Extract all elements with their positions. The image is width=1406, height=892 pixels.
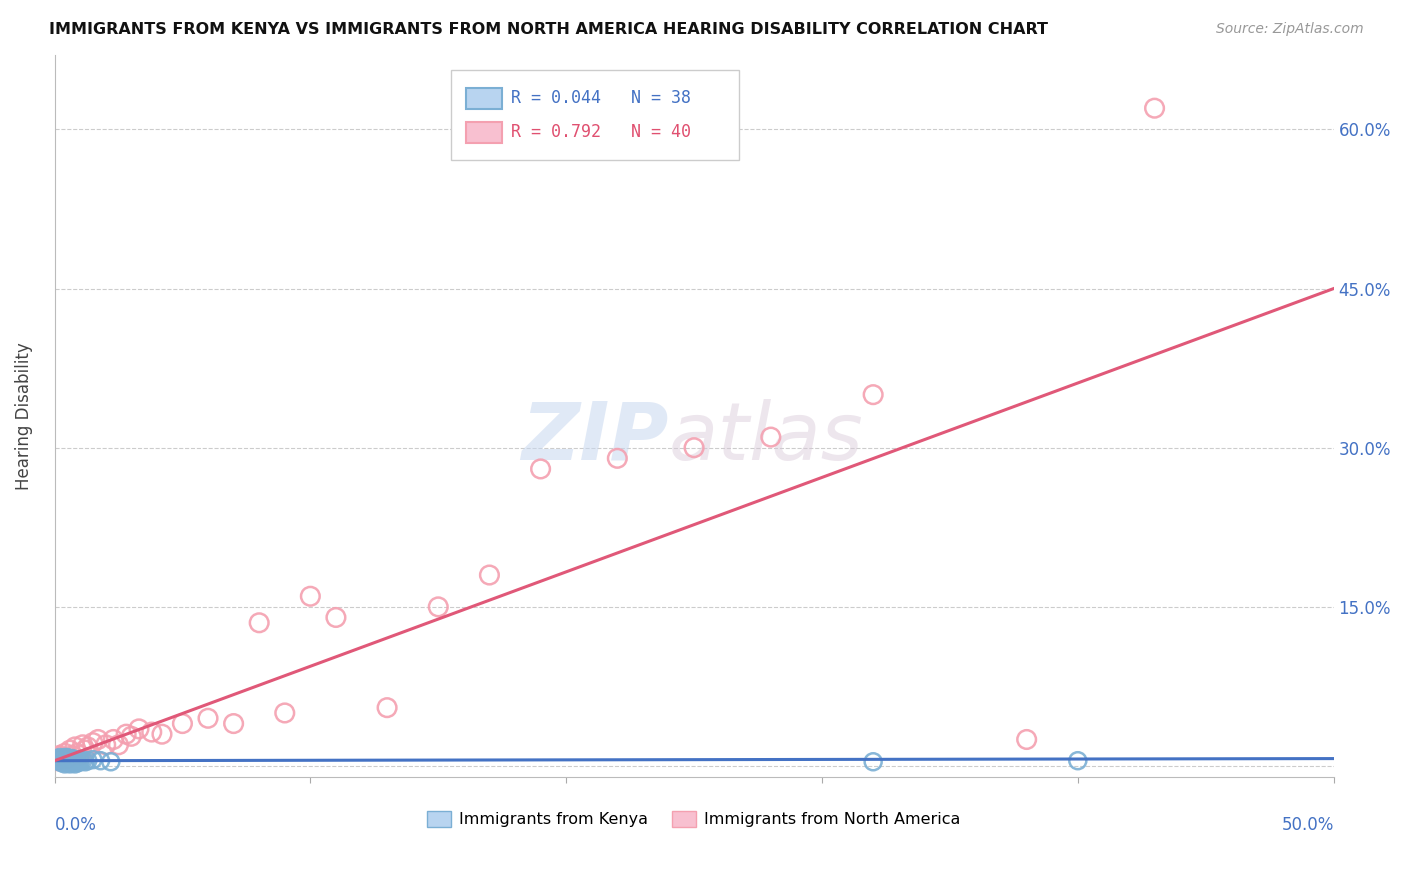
Point bbox=[197, 711, 219, 725]
Point bbox=[46, 754, 69, 768]
Point bbox=[53, 753, 76, 767]
Text: 0.0%: 0.0% bbox=[55, 816, 97, 834]
Point bbox=[1015, 732, 1038, 747]
Point bbox=[66, 754, 89, 768]
Point bbox=[63, 739, 86, 754]
Point bbox=[48, 755, 70, 769]
Text: ZIP: ZIP bbox=[522, 399, 668, 476]
Point bbox=[172, 716, 194, 731]
Point bbox=[59, 756, 82, 771]
Point bbox=[59, 755, 82, 769]
Point bbox=[53, 756, 76, 771]
Point bbox=[100, 755, 122, 769]
Point bbox=[66, 756, 89, 770]
Point bbox=[862, 387, 884, 401]
Point bbox=[103, 732, 125, 747]
Text: 50.0%: 50.0% bbox=[1281, 816, 1334, 834]
FancyBboxPatch shape bbox=[451, 70, 738, 160]
Point bbox=[299, 589, 322, 603]
Point bbox=[56, 751, 79, 765]
Point bbox=[75, 743, 97, 757]
Point bbox=[63, 756, 86, 771]
Point bbox=[62, 748, 84, 763]
Point bbox=[375, 700, 398, 714]
Point bbox=[222, 716, 245, 731]
Point bbox=[128, 722, 150, 736]
Point bbox=[63, 755, 86, 769]
Point bbox=[69, 755, 91, 769]
Point bbox=[72, 754, 94, 768]
Legend: Immigrants from Kenya, Immigrants from North America: Immigrants from Kenya, Immigrants from N… bbox=[420, 805, 967, 833]
Point bbox=[247, 615, 270, 630]
Point bbox=[76, 739, 98, 754]
Point bbox=[759, 430, 782, 444]
Point bbox=[53, 750, 76, 764]
Point bbox=[478, 568, 501, 582]
Point bbox=[46, 754, 69, 768]
Point bbox=[141, 725, 163, 739]
Text: R = 0.792   N = 40: R = 0.792 N = 40 bbox=[512, 123, 692, 141]
Point bbox=[325, 610, 347, 624]
Text: R = 0.044   N = 38: R = 0.044 N = 38 bbox=[512, 89, 692, 107]
FancyBboxPatch shape bbox=[467, 121, 502, 143]
Point bbox=[66, 746, 89, 760]
Point bbox=[59, 751, 82, 765]
Point bbox=[82, 736, 104, 750]
Point bbox=[76, 754, 98, 768]
Point bbox=[94, 738, 117, 752]
Point bbox=[53, 755, 76, 769]
Point bbox=[1067, 754, 1090, 768]
Point bbox=[120, 729, 142, 743]
Point bbox=[72, 738, 94, 752]
Point bbox=[59, 753, 82, 767]
Point bbox=[53, 746, 76, 760]
Point bbox=[107, 738, 129, 752]
Point bbox=[87, 732, 110, 747]
Point bbox=[59, 743, 82, 757]
Text: Source: ZipAtlas.com: Source: ZipAtlas.com bbox=[1216, 22, 1364, 37]
Text: atlas: atlas bbox=[668, 399, 863, 476]
Point bbox=[69, 753, 91, 767]
Point bbox=[48, 750, 70, 764]
Point bbox=[56, 754, 79, 768]
Point bbox=[51, 751, 73, 765]
Point bbox=[62, 754, 84, 768]
Point bbox=[51, 756, 73, 770]
Point bbox=[62, 751, 84, 765]
Point bbox=[606, 451, 628, 466]
Y-axis label: Hearing Disability: Hearing Disability bbox=[15, 342, 32, 490]
Point bbox=[427, 599, 450, 614]
Point bbox=[48, 753, 70, 767]
Point bbox=[82, 753, 104, 767]
Point bbox=[90, 754, 112, 768]
Point bbox=[75, 755, 97, 769]
Point bbox=[1143, 101, 1166, 115]
Point bbox=[529, 462, 551, 476]
FancyBboxPatch shape bbox=[467, 87, 502, 109]
Point bbox=[56, 753, 79, 767]
Point bbox=[62, 756, 84, 770]
Text: IMMIGRANTS FROM KENYA VS IMMIGRANTS FROM NORTH AMERICA HEARING DISABILITY CORREL: IMMIGRANTS FROM KENYA VS IMMIGRANTS FROM… bbox=[49, 22, 1049, 37]
Point bbox=[274, 706, 297, 720]
Point bbox=[683, 441, 706, 455]
Point bbox=[150, 727, 173, 741]
Point bbox=[46, 751, 69, 765]
Point bbox=[862, 755, 884, 769]
Point bbox=[56, 756, 79, 770]
Point bbox=[51, 754, 73, 768]
Point bbox=[56, 750, 79, 764]
Point bbox=[63, 753, 86, 767]
Point bbox=[51, 750, 73, 764]
Point bbox=[115, 727, 138, 741]
Point bbox=[48, 748, 70, 763]
Point bbox=[69, 748, 91, 763]
